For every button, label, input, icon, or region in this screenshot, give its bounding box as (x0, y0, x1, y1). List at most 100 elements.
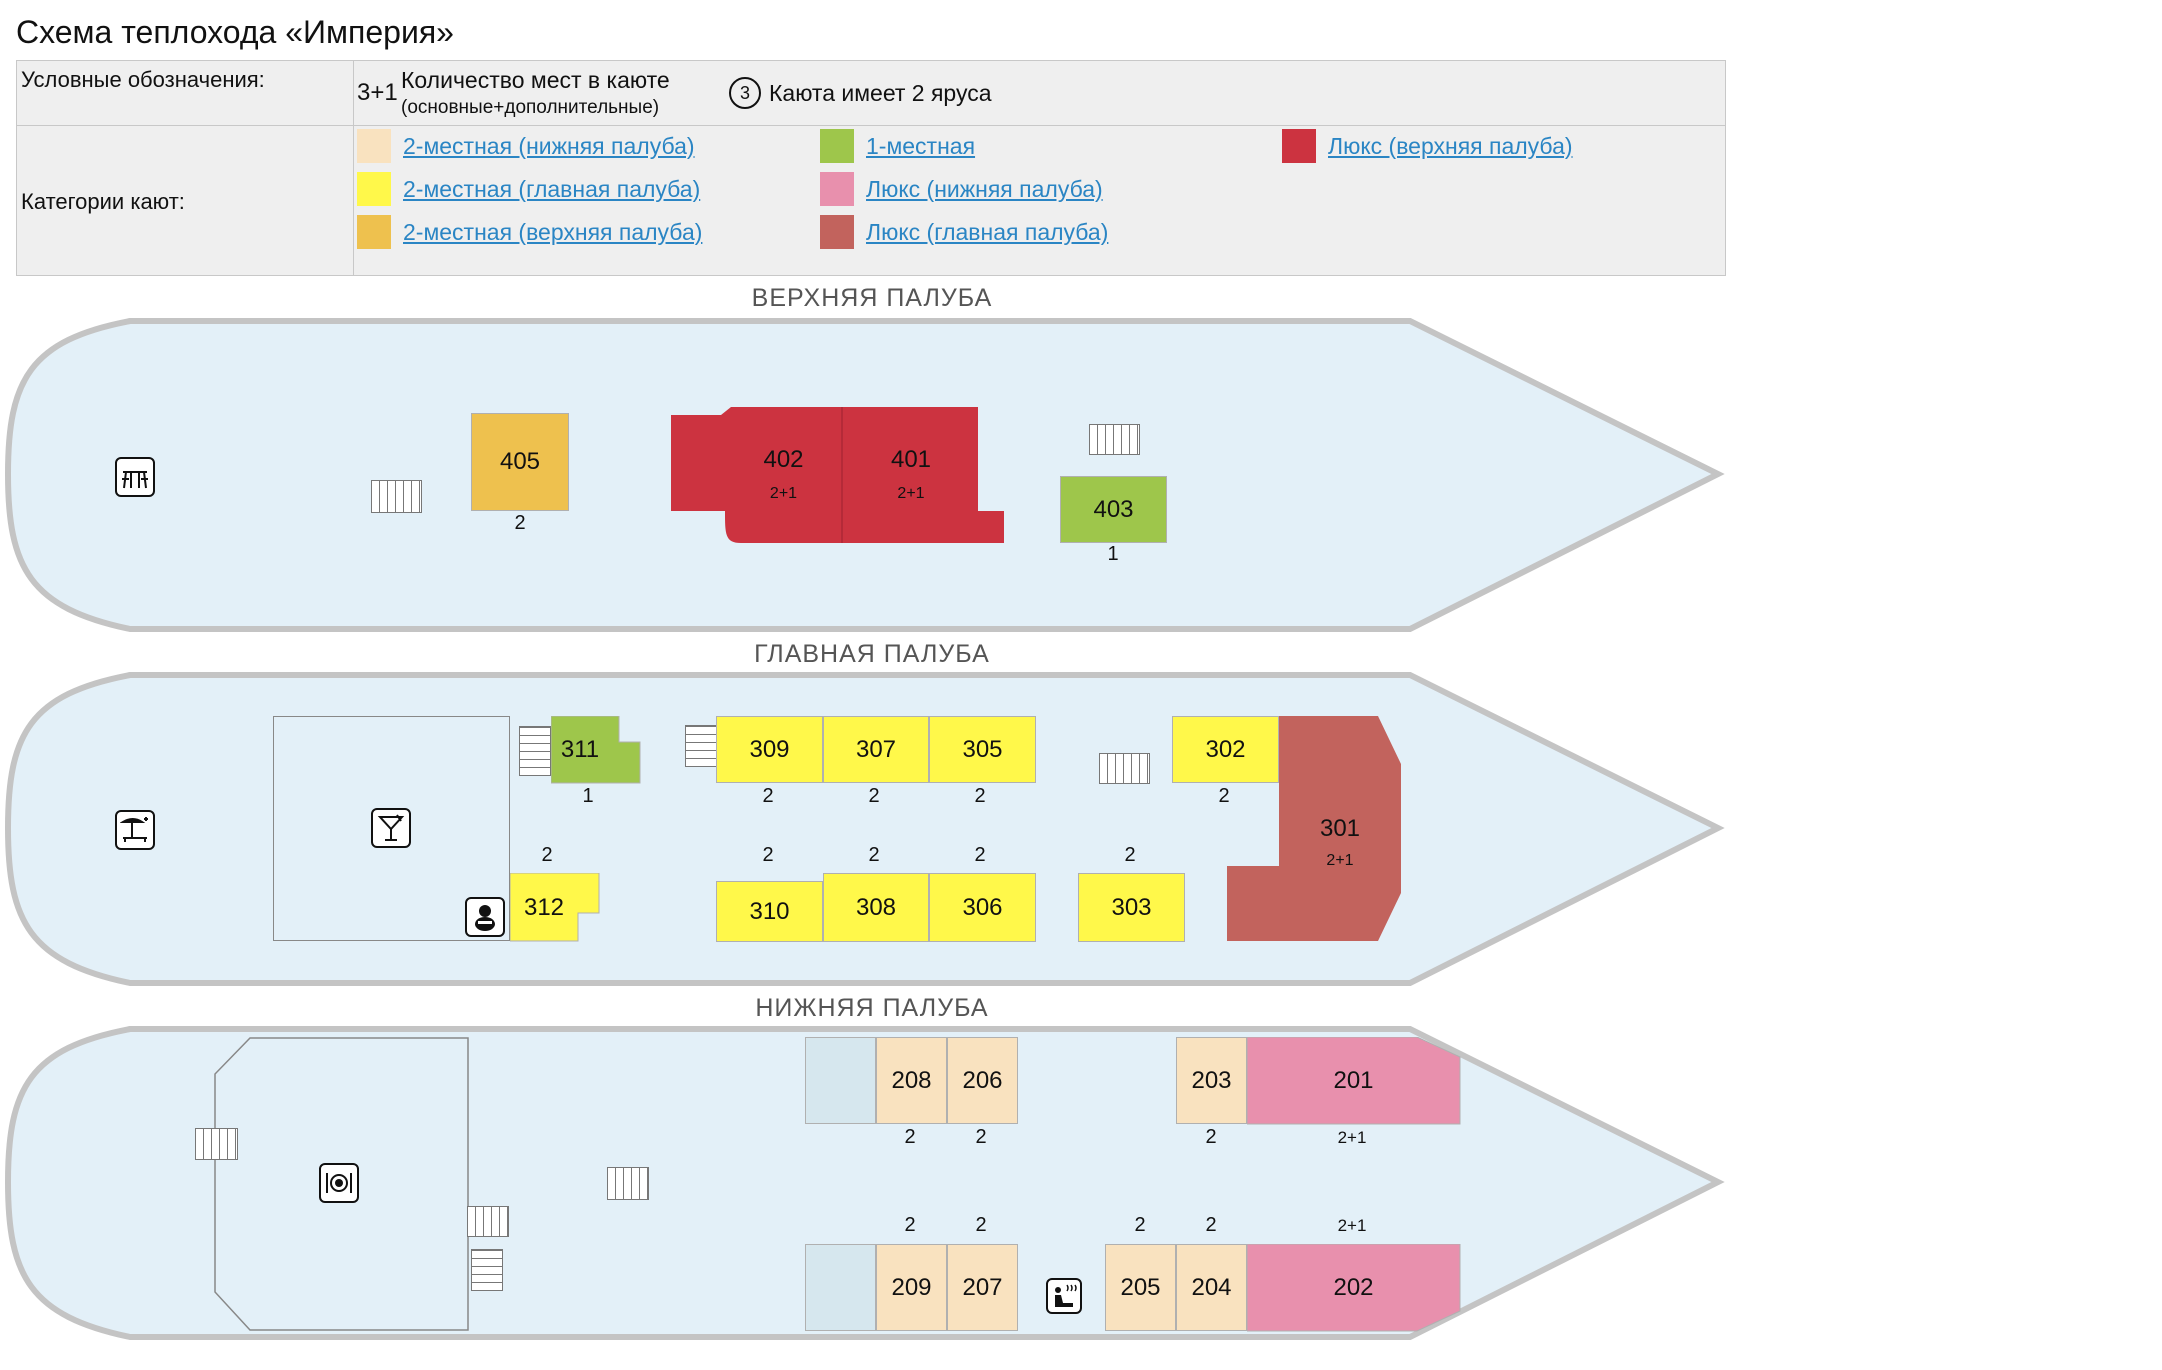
cabin-number: 205 (1120, 1273, 1161, 1301)
legend-category-lux-lower[interactable]: Люкс (нижняя палуба) (820, 172, 1103, 206)
stairs-icon (607, 1167, 649, 1200)
stairs-icon (471, 1249, 503, 1291)
cabin-311[interactable]: 311 (551, 716, 609, 784)
tier-text: Каюта имеет 2 яруса (769, 80, 992, 106)
category-link[interactable]: Люкс (нижняя палуба) (866, 175, 1103, 202)
cabin-number: 209 (891, 1273, 932, 1301)
cabin-302[interactable]: 302 (1172, 716, 1279, 783)
cabin-number: 405 (499, 448, 541, 475)
cabin-number: 403 (1093, 495, 1134, 523)
cabin-places: 2 (975, 1126, 987, 1148)
cabin-307[interactable]: 307 (823, 716, 929, 783)
cabin-number: 312 (523, 893, 565, 921)
legend-category-single[interactable]: 1-местная (820, 129, 975, 163)
legend-label: Условные обозначения: (21, 67, 265, 92)
cabin-201-shape (1247, 1037, 1461, 1125)
cabin-places: 2 (1205, 1214, 1217, 1236)
color-swatch (1282, 129, 1316, 163)
legend-panel: Условные обозначения: 3+1 Количество мес… (16, 60, 1726, 276)
cabin-405[interactable]: 405 (471, 413, 569, 511)
category-link[interactable]: 2-местная (главная палуба) (403, 175, 701, 202)
cabin-number: 204 (1191, 1273, 1232, 1301)
cabin-number: 201 (1333, 1066, 1374, 1094)
cabin-204[interactable]: 204 (1176, 1244, 1247, 1331)
cabin-number: 207 (962, 1273, 1003, 1301)
legend-category-2-main[interactable]: 2-местная (главная палуба) (357, 172, 700, 206)
stairs-icon (685, 725, 717, 767)
cabin-places: 1 (582, 785, 594, 807)
cabin-401[interactable]: 401 2+1 (843, 407, 979, 543)
lower-deck-title: НИЖНЯЯ ПАЛУБА (755, 994, 989, 1022)
cabin-305[interactable]: 305 (929, 716, 1036, 783)
cabin-number: 202 (1333, 1273, 1374, 1301)
category-link[interactable]: Люкс (главная палуба) (866, 218, 1109, 245)
cabin-places: 1 (1107, 543, 1119, 565)
stairs-icon (371, 480, 422, 513)
cabin-207[interactable]: 207 (947, 1244, 1018, 1331)
legend-category-lux-main[interactable]: Люкс (главная палуба) (820, 215, 1108, 249)
category-link[interactable]: 2-местная (верхняя палуба) (403, 218, 703, 245)
cabin-places: 2 (1134, 1214, 1146, 1236)
legend-category-2-lower[interactable]: 2-местная (нижняя палуба) (357, 129, 695, 163)
cabin-208[interactable]: 208 (876, 1037, 947, 1124)
cabin-402[interactable]: 402 2+1 (725, 407, 842, 543)
cabin-number: 306 (962, 893, 1003, 921)
cabin-number: 305 (962, 735, 1003, 763)
cabin-places: 2 (1218, 785, 1230, 807)
cabin-202[interactable]: 202 (1247, 1244, 1460, 1331)
category-link[interactable]: 2-местная (нижняя палуба) (403, 132, 695, 159)
cabin-202-shape (1247, 1244, 1461, 1332)
cabin-209[interactable]: 209 (876, 1244, 947, 1331)
cabin-number: 402 (763, 446, 804, 473)
cabin-places: 2 (762, 844, 774, 866)
cabin-306[interactable]: 306 (929, 873, 1036, 942)
places-text: Количество мест в каюте (401, 67, 670, 93)
color-swatch (357, 129, 391, 163)
person-icon (465, 897, 505, 937)
legend-divider (353, 61, 354, 275)
cabin-301[interactable]: 301 2+1 (1279, 716, 1401, 942)
cabin-places: 2 (1124, 844, 1136, 866)
cabin-places: 2 (974, 785, 986, 807)
cabin-places: 2 (762, 785, 774, 807)
cabin-205[interactable]: 205 (1105, 1244, 1176, 1331)
cabin-309[interactable]: 309 (716, 716, 823, 783)
cabin-206[interactable]: 206 (947, 1037, 1018, 1124)
cabin-310[interactable]: 310 (716, 881, 823, 942)
cabin-number: 203 (1191, 1066, 1232, 1094)
stairs-icon (519, 726, 551, 776)
upper-deck-title: ВЕРХНЯЯ ПАЛУБА (751, 284, 993, 312)
cabin-number: 301 (1319, 815, 1361, 842)
bar-area (273, 716, 510, 941)
cabin-number: 208 (891, 1066, 932, 1094)
legend-category-2-upper[interactable]: 2-местная (верхняя палуба) (357, 215, 702, 249)
cabin-403[interactable]: 403 (1060, 476, 1167, 543)
cabin-places: 2+1 (897, 485, 925, 502)
legend-category-lux-upper[interactable]: Люкс (верхняя палуба) (1282, 129, 1573, 163)
main-deck-title: ГЛАВНАЯ ПАЛУБА (754, 640, 990, 668)
cabin-number: 302 (1205, 735, 1246, 763)
cabin-places: 2 (904, 1126, 916, 1148)
cabin-303[interactable]: 303 (1078, 873, 1185, 942)
cabin-312[interactable]: 312 (510, 873, 578, 942)
cabin-number: 206 (962, 1066, 1003, 1094)
legend-row-symbols (17, 61, 1725, 126)
cabin-402-401-shape (671, 407, 1004, 543)
stairs-icon (1089, 424, 1140, 455)
cabin-308[interactable]: 308 (823, 873, 929, 942)
restaurant-icon (319, 1163, 359, 1203)
cabin-places: 2+1 (769, 485, 798, 502)
cabin-203[interactable]: 203 (1176, 1037, 1247, 1124)
stairs-icon (1099, 753, 1150, 784)
cabin-201[interactable]: 201 (1247, 1037, 1460, 1124)
sauna-icon (1046, 1278, 1082, 1314)
cabin-places: 2 (904, 1214, 916, 1236)
cabin-number: 308 (855, 893, 897, 921)
color-swatch (357, 215, 391, 249)
service-room (805, 1244, 876, 1331)
color-swatch (820, 172, 854, 206)
category-link[interactable]: 1-местная (866, 132, 976, 159)
cabin-places: 2+1 (1326, 852, 1354, 869)
category-link[interactable]: Люкс (верхняя палуба) (1328, 132, 1573, 159)
cabin-places: 2 (868, 785, 880, 807)
